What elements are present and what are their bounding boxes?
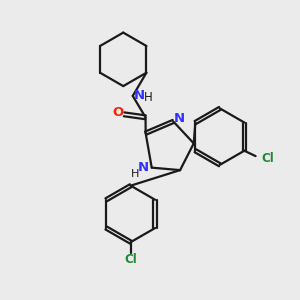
Text: Cl: Cl xyxy=(124,254,137,266)
Text: H: H xyxy=(144,91,153,104)
Text: N: N xyxy=(138,161,149,174)
Text: Cl: Cl xyxy=(262,152,274,165)
Text: H: H xyxy=(131,169,140,178)
Text: N: N xyxy=(174,112,185,125)
Text: O: O xyxy=(112,106,124,119)
Text: N: N xyxy=(134,89,145,102)
